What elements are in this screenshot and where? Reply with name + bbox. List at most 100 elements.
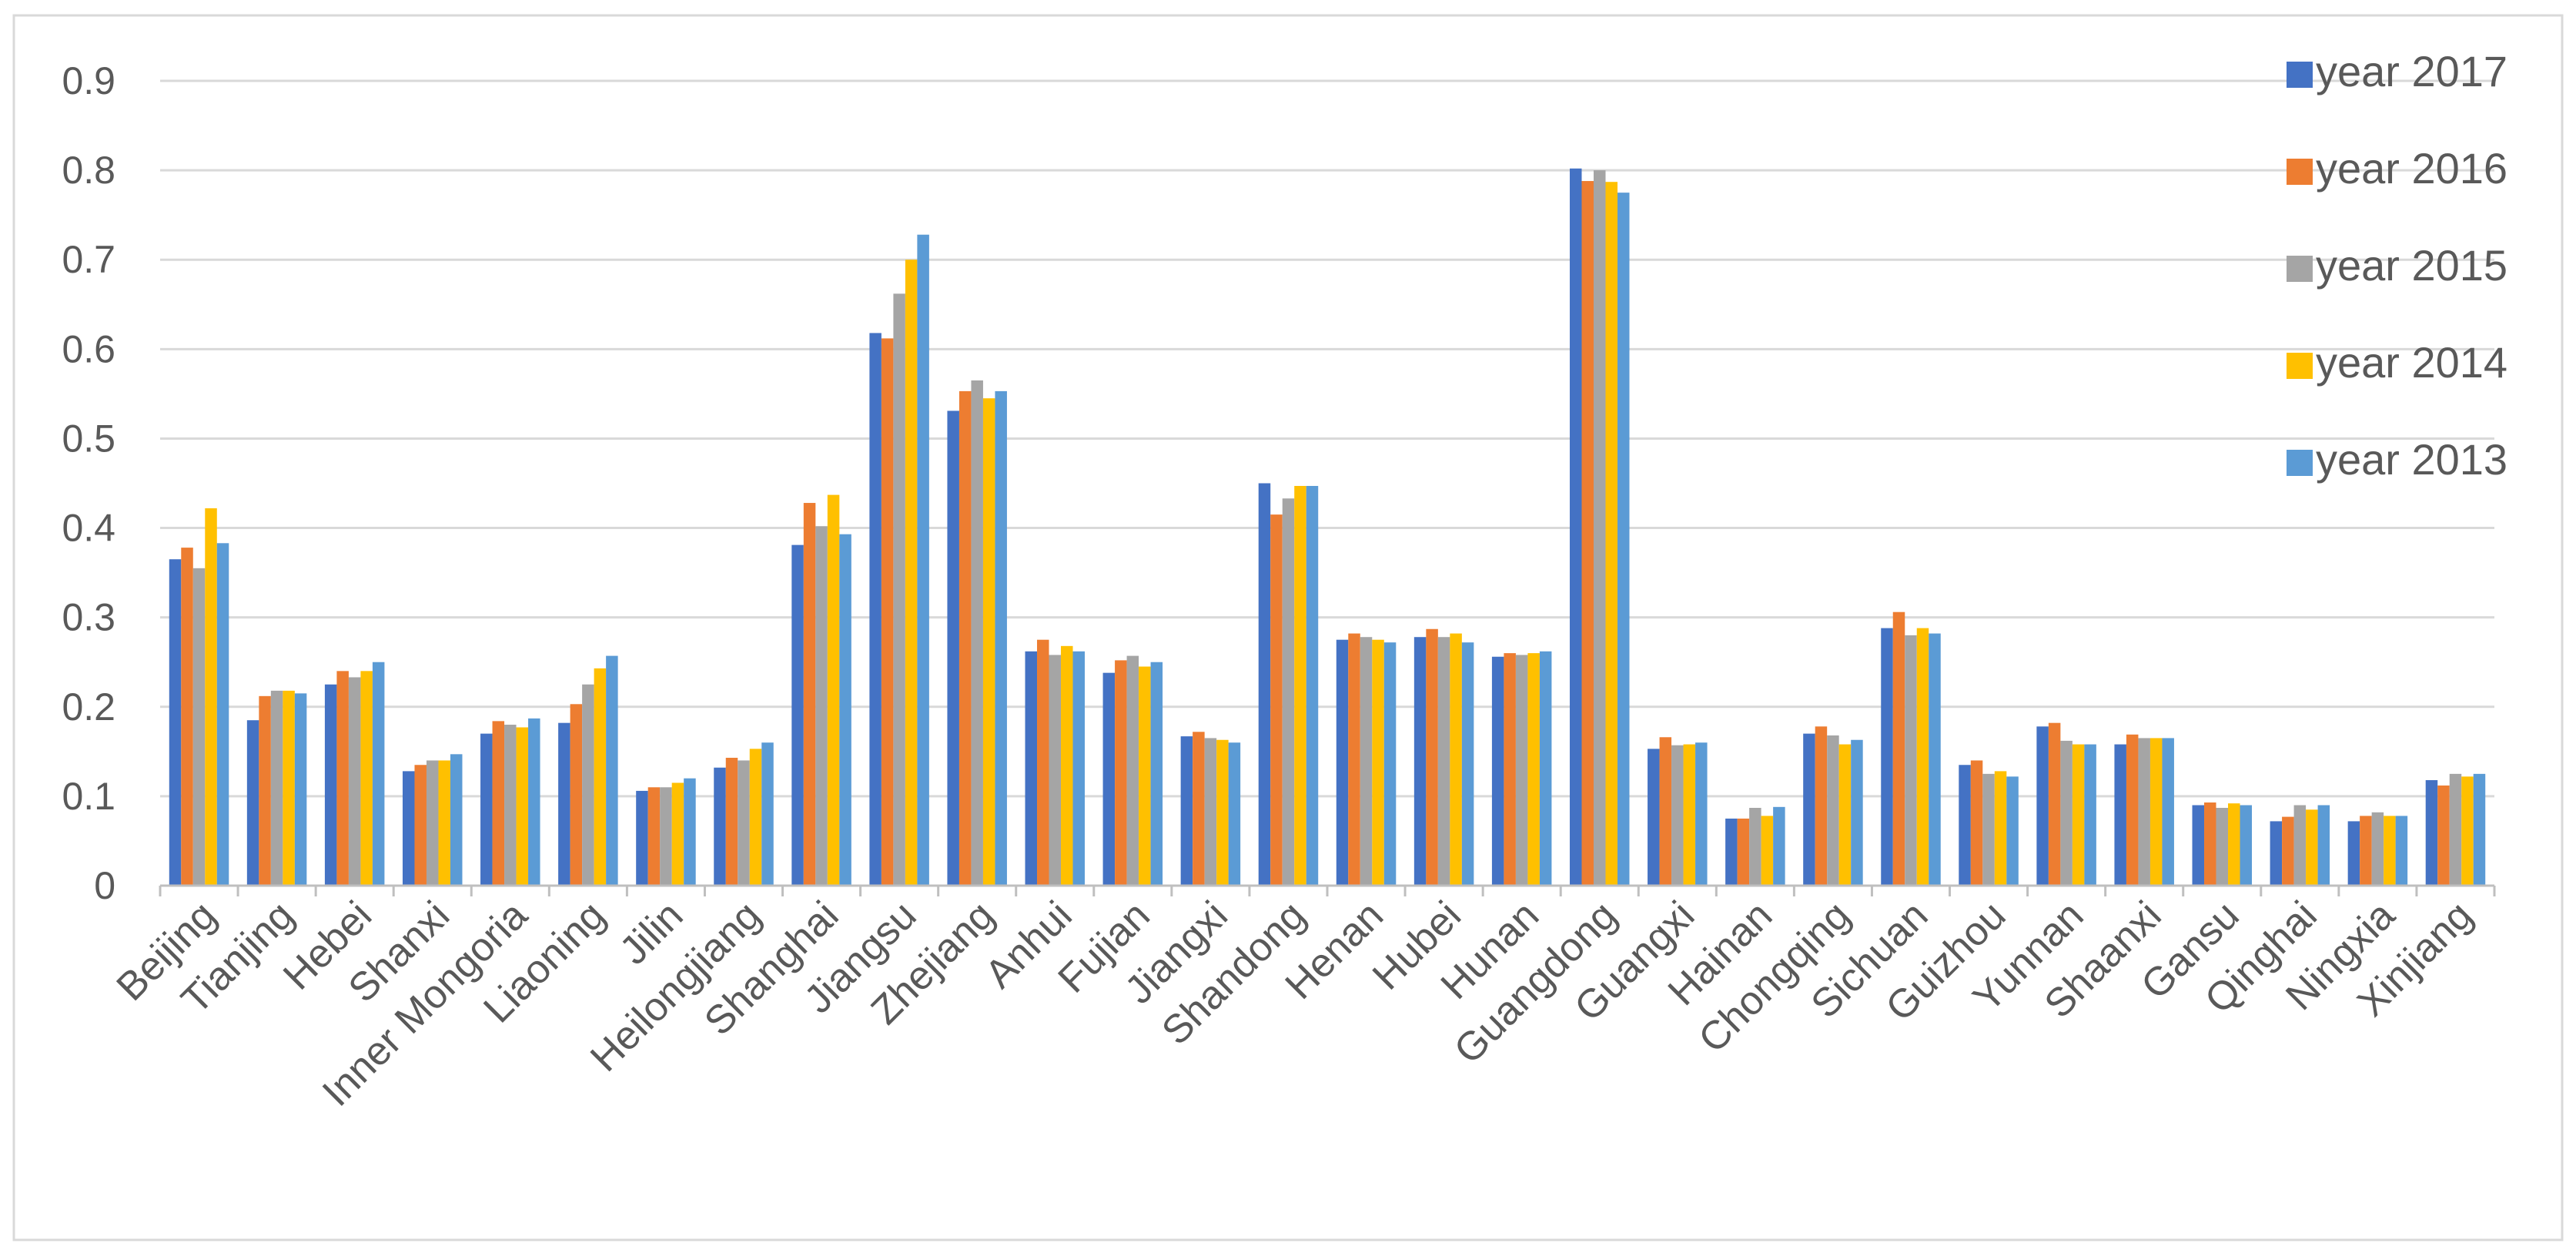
y-tick-label: 0.9 [62,59,115,102]
legend-swatch [2287,256,2313,282]
bar: Anhui year 2016: 0.275 [1037,639,1049,886]
bar: Shanghai year 2014: 0.437 [827,494,840,886]
bar: Hebei year 2013: 0.25 [372,662,385,886]
bar: Hainan year 2013: 0.088 [1773,806,1785,886]
bar: Tianjing year 2015: 0.218 [270,690,283,886]
bar: Inner Mongoria year 2017: 0.17 [480,733,493,886]
bar: Hunan year 2015: 0.258 [1515,655,1528,886]
bar: Shanxi year 2016: 0.135 [414,765,427,886]
bar: Liaoning year 2015: 0.225 [582,684,594,886]
bar: Shaanxi year 2017: 0.158 [2114,744,2126,886]
legend-item: year 2016 [2287,144,2507,193]
bar: Hebei year 2017: 0.225 [324,684,337,886]
bar: Inner Mongoria year 2015: 0.18 [504,725,517,886]
legend-label: year 2013 [2316,435,2507,484]
bar: Guangdong year 2017: 0.802 [1569,168,1582,886]
bar: Sichuan year 2015: 0.28 [1905,635,1917,886]
y-tick-label: 0 [94,864,115,907]
bar: Inner Mongoria year 2014: 0.177 [516,727,529,886]
legend-label: year 2016 [2316,144,2507,193]
bar: Gansu year 2014: 0.092 [2228,803,2240,886]
bar: Guizhou year 2013: 0.122 [2006,776,2019,886]
bar: Anhui year 2013: 0.262 [1072,651,1086,886]
y-tick-label: 0.4 [62,507,115,550]
bar: Ningxia year 2015: 0.082 [2371,812,2384,886]
bars: Beijing year 2017: 0.365Beijing year 201… [169,168,2486,886]
bar: Guangxi year 2014: 0.158 [1683,744,1696,886]
bar: Hunan year 2017: 0.256 [1491,656,1504,886]
bar: Qinghai year 2015: 0.09 [2293,805,2307,886]
bar: Xinjiang year 2013: 0.125 [2473,773,2486,886]
bar: Shanxi year 2013: 0.147 [450,754,463,886]
bar: Shaanxi year 2015: 0.165 [2138,738,2150,886]
bar: Shanghai year 2017: 0.381 [791,544,804,886]
bar: Inner Mongoria year 2016: 0.184 [492,721,505,886]
bar: Liaoning year 2017: 0.182 [558,722,570,886]
bar: Beijing year 2017: 0.365 [169,559,182,886]
bar: Henan year 2013: 0.272 [1383,642,1397,886]
bar: Sichuan year 2016: 0.306 [1892,611,1905,886]
bar: Zhejiang year 2014: 0.545 [982,398,995,886]
bar: Xinjiang year 2016: 0.112 [2437,785,2450,886]
bar: Jiangsu year 2016: 0.612 [881,338,894,886]
bar: Gansu year 2016: 0.093 [2204,802,2216,886]
bar: Tianjing year 2017: 0.185 [246,720,259,886]
bar: Heilongjiang year 2013: 0.16 [761,742,774,886]
bar: Chongqing year 2015: 0.168 [1827,735,1839,886]
bar: Zhejiang year 2017: 0.531 [947,410,959,886]
bar: Fujian year 2016: 0.252 [1115,660,1127,886]
bar: Hubei year 2017: 0.278 [1413,637,1427,886]
bar: Guangxi year 2017: 0.153 [1648,749,1660,886]
bar: Hebei year 2014: 0.24 [360,671,373,886]
bar: Beijing year 2016: 0.378 [181,548,193,886]
bar: Heilongjiang year 2014: 0.153 [749,749,762,886]
y-tick-label: 0.1 [62,775,115,818]
bar: Shandong year 2017: 0.45 [1258,483,1271,886]
bar: Gansu year 2013: 0.09 [2240,805,2253,886]
bar: Tianjing year 2014: 0.218 [283,690,295,886]
bar: Liaoning year 2014: 0.243 [594,668,607,886]
bar: Jiangsu year 2013: 0.728 [917,234,929,886]
bar: Jilin year 2017: 0.106 [636,790,648,886]
bar: Guizhou year 2016: 0.14 [1970,760,1983,886]
bar: Hainan year 2014: 0.078 [1761,816,1774,886]
bar: Yunnan year 2015: 0.162 [2060,740,2073,886]
bar: Jiangsu year 2015: 0.662 [893,293,905,886]
bar: Sichuan year 2014: 0.288 [1916,628,1929,886]
bar: Shanghai year 2016: 0.428 [803,503,816,886]
bar: Ningxia year 2014: 0.078 [2384,816,2396,886]
bar: Shaanxi year 2016: 0.169 [2126,734,2139,886]
bar: Heilongjiang year 2015: 0.14 [738,760,750,886]
legend-label: year 2017 [2316,47,2507,95]
bar: Guangdong year 2014: 0.787 [1605,182,1618,886]
bar: Hubei year 2016: 0.287 [1426,628,1438,886]
bar: Heilongjiang year 2017: 0.132 [714,767,726,886]
y-tick-label: 0.2 [62,685,115,729]
bar: Guangdong year 2015: 0.8 [1593,170,1606,886]
legend-label: year 2015 [2316,241,2507,290]
bar: Ningxia year 2013: 0.078 [2395,816,2408,886]
gridlines [160,79,2494,798]
bar: Guizhou year 2014: 0.128 [1994,771,2007,886]
bar: Hainan year 2016: 0.075 [1737,818,1750,886]
bar: Zhejiang year 2015: 0.565 [971,380,983,886]
bar: Xinjiang year 2015: 0.125 [2449,773,2462,886]
bar: Jiangxi year 2014: 0.163 [1216,739,1229,886]
bar: Qinghai year 2017: 0.072 [2270,821,2283,886]
bar: Jilin year 2015: 0.11 [660,787,672,886]
bar: Yunnan year 2014: 0.158 [2072,744,2085,886]
bar: Inner Mongoria year 2013: 0.187 [528,718,540,886]
bar: Shaanxi year 2014: 0.165 [2149,738,2163,886]
bar: Jilin year 2013: 0.12 [684,778,696,886]
bar: Beijing year 2013: 0.383 [216,543,229,886]
bar: Henan year 2015: 0.278 [1360,637,1373,886]
bar: Fujian year 2015: 0.257 [1126,655,1139,886]
bar: Jiangxi year 2013: 0.16 [1228,742,1241,886]
bar: Jiangxi year 2016: 0.172 [1193,732,1205,886]
bar: Shanxi year 2015: 0.14 [426,760,439,886]
bar: Qinghai year 2013: 0.09 [2317,805,2330,886]
y-tick-label: 0.3 [62,596,115,639]
bar: Shandong year 2013: 0.447 [1306,485,1319,886]
bar: Sichuan year 2013: 0.282 [1929,633,1941,886]
